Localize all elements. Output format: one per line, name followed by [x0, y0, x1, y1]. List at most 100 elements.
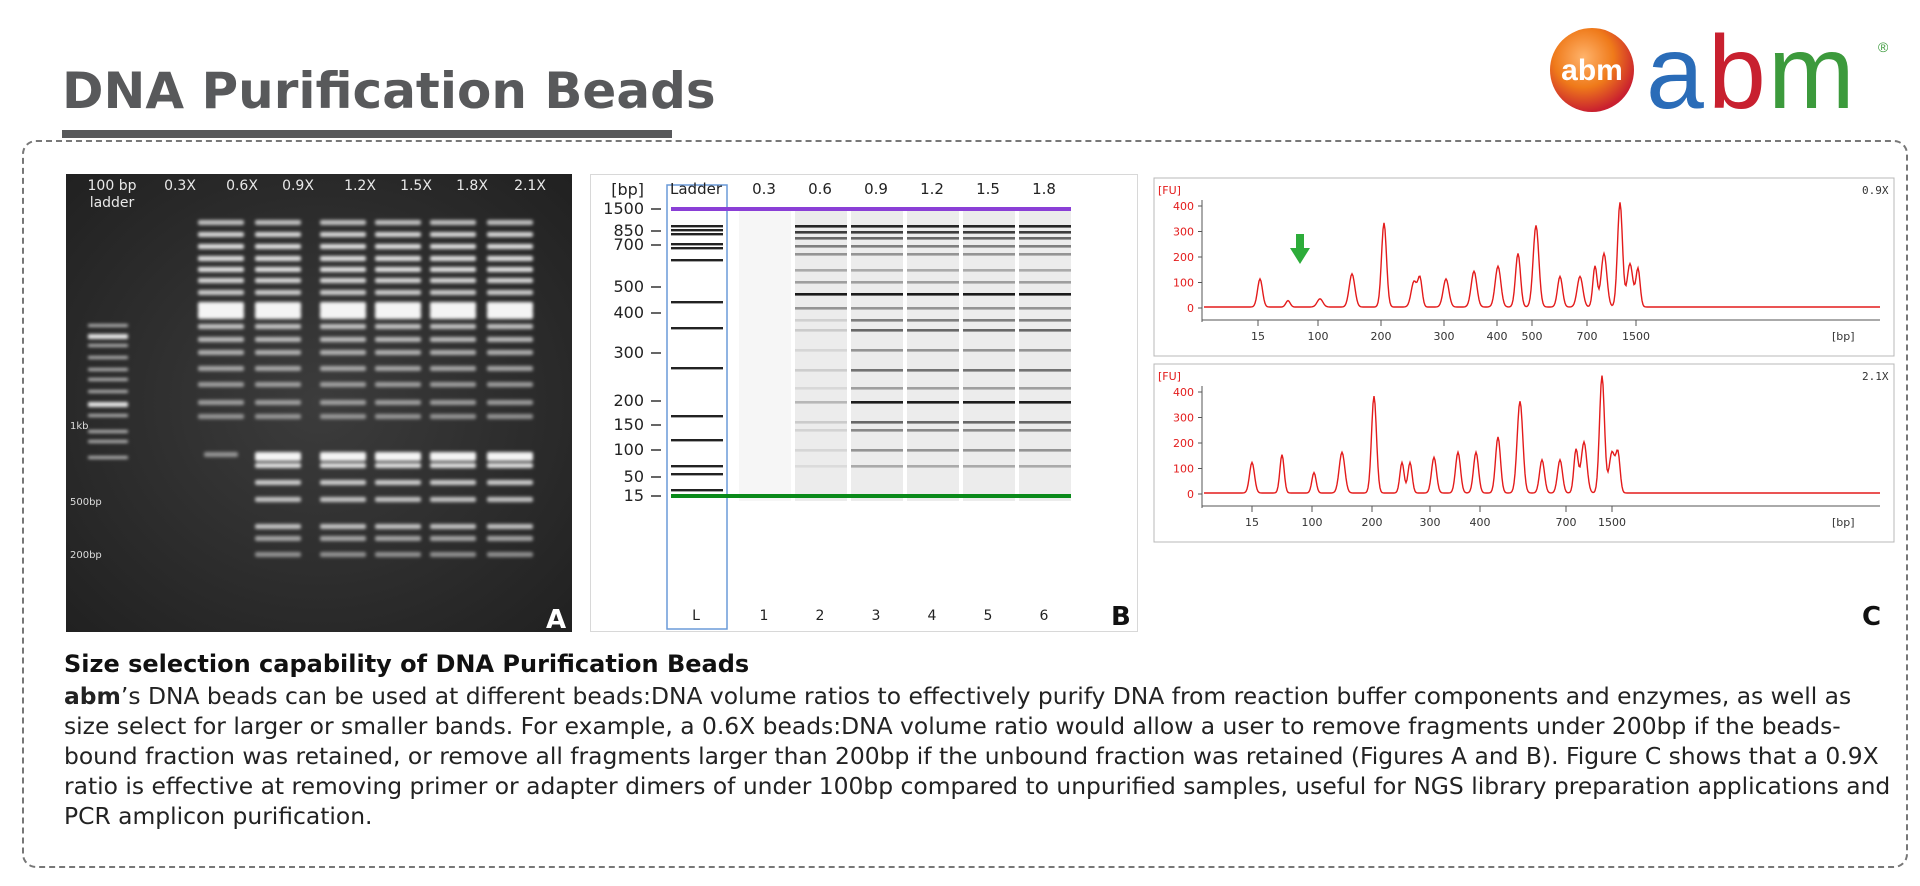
caption-brand: abm — [64, 682, 121, 710]
epg-x-tick-label: 700 — [1577, 330, 1598, 343]
vgel-band — [795, 245, 847, 248]
gel-band — [487, 290, 533, 295]
electropherogram-plots: 0 100 200 300 400 [FU] 0.9X 15 100 200 300 400 500 70… — [1153, 177, 1895, 543]
vgel-lane — [739, 209, 791, 501]
gel-band — [320, 324, 366, 329]
vgel-band — [671, 327, 723, 330]
gel-band — [255, 366, 301, 371]
vgel-band — [671, 367, 723, 370]
vgel-lane-footer: 1 — [759, 608, 769, 624]
vgel-band — [851, 307, 903, 310]
gel-band — [320, 302, 366, 311]
vgel-band — [1019, 401, 1071, 404]
vgel-band — [671, 439, 723, 442]
gel-band — [430, 290, 476, 295]
gel-band — [255, 310, 301, 319]
vgel-band — [963, 369, 1015, 372]
gel-lane — [375, 220, 421, 557]
vgel-lane — [795, 209, 847, 501]
vgel-lane-header: Ladder — [670, 180, 722, 198]
vgel-sample-bands — [795, 225, 847, 468]
gel-lane-label-ladder: 100 bp ladder — [87, 178, 137, 211]
vgel-lane-bg — [907, 209, 959, 501]
vgel-band — [795, 465, 847, 468]
gel-lane — [487, 220, 533, 557]
vgel-band — [671, 233, 723, 236]
panel-b-virtual-gel — [590, 174, 1138, 632]
gel-band — [487, 302, 533, 311]
gel-band — [430, 244, 476, 249]
vgel-band — [671, 473, 723, 476]
vgel-lane-bg — [1019, 209, 1071, 501]
epg-x-tick-label: 100 — [1302, 516, 1323, 529]
vgel-lane-footer: L — [692, 608, 700, 624]
caption-text: ’s DNA beads can be used at different be… — [64, 682, 1891, 830]
gel-lane-label: 0.6X — [226, 178, 258, 194]
vgel-band — [795, 253, 847, 256]
epg-x-tick-label: 15 — [1251, 330, 1265, 343]
gel-band — [430, 400, 476, 405]
gel-band — [430, 324, 476, 329]
gel-band — [88, 368, 128, 371]
gel-band — [320, 267, 366, 272]
gel-band — [88, 356, 128, 359]
gel-band — [198, 256, 244, 261]
gel-band — [320, 463, 366, 468]
vgel-band — [795, 237, 847, 240]
gel-lane-label: 2.1X — [514, 178, 546, 194]
epg-y-tick-label: 300 — [1173, 412, 1194, 425]
dimer-arrow-icon — [1290, 234, 1310, 264]
vgel-lane-footer: 5 — [983, 608, 993, 624]
figure-frame — [22, 140, 1908, 868]
vgel-lane-bg — [795, 209, 847, 501]
vgel-band — [963, 421, 1015, 424]
vgel-sample-bands — [851, 225, 903, 468]
gel-band — [487, 267, 533, 272]
gel-size-marker: 200bp — [70, 550, 102, 561]
gel-band — [198, 278, 244, 283]
gel-band — [375, 463, 421, 468]
vgel-band — [1019, 245, 1071, 248]
gel-band — [320, 382, 366, 387]
vgel-band — [851, 269, 903, 272]
vgel-band — [963, 245, 1015, 248]
vgel-axis-tick-label: 50 — [623, 467, 644, 486]
gel-band — [487, 310, 533, 319]
vgel-band — [907, 369, 959, 372]
gel-band — [375, 302, 421, 311]
virtual-gel-image — [651, 184, 1071, 630]
vgel-band — [851, 245, 903, 248]
vgel-band — [851, 369, 903, 372]
gel-band — [487, 244, 533, 249]
gel-lane-label: 0.9X — [282, 178, 314, 194]
vgel-band — [907, 319, 959, 322]
vgel-band — [1019, 449, 1071, 452]
gel-band — [487, 366, 533, 371]
gel-band — [88, 334, 128, 339]
vgel-band — [1019, 269, 1071, 272]
logo-registered: ® — [1878, 39, 1888, 55]
gel-lane-label: 1.8X — [456, 178, 488, 194]
gel-lane — [255, 220, 301, 557]
vgel-band — [851, 421, 903, 424]
gel-band — [375, 382, 421, 387]
vgel-band — [907, 349, 959, 352]
vgel-band — [1019, 225, 1071, 228]
vgel-lane — [963, 209, 1015, 501]
vgel-band — [851, 237, 903, 240]
vgel-band — [795, 307, 847, 310]
gel-band — [255, 463, 301, 468]
vgel-lane-header: 1.2 — [920, 180, 944, 198]
vgel-band — [795, 369, 847, 372]
vgel-band — [795, 449, 847, 452]
gel-band — [198, 232, 244, 237]
panel-c-electropherograms: 0 100 200 300 400 [FU] 0.9X 15 100 200 300 400 500 70… — [1152, 174, 1898, 632]
gel-band — [198, 220, 244, 225]
gel-band — [375, 366, 421, 371]
gel-band — [255, 337, 301, 342]
vgel-band — [907, 253, 959, 256]
gel-band — [487, 324, 533, 329]
gel-band — [320, 552, 366, 557]
vgel-band — [907, 245, 959, 248]
gel-band — [255, 278, 301, 283]
